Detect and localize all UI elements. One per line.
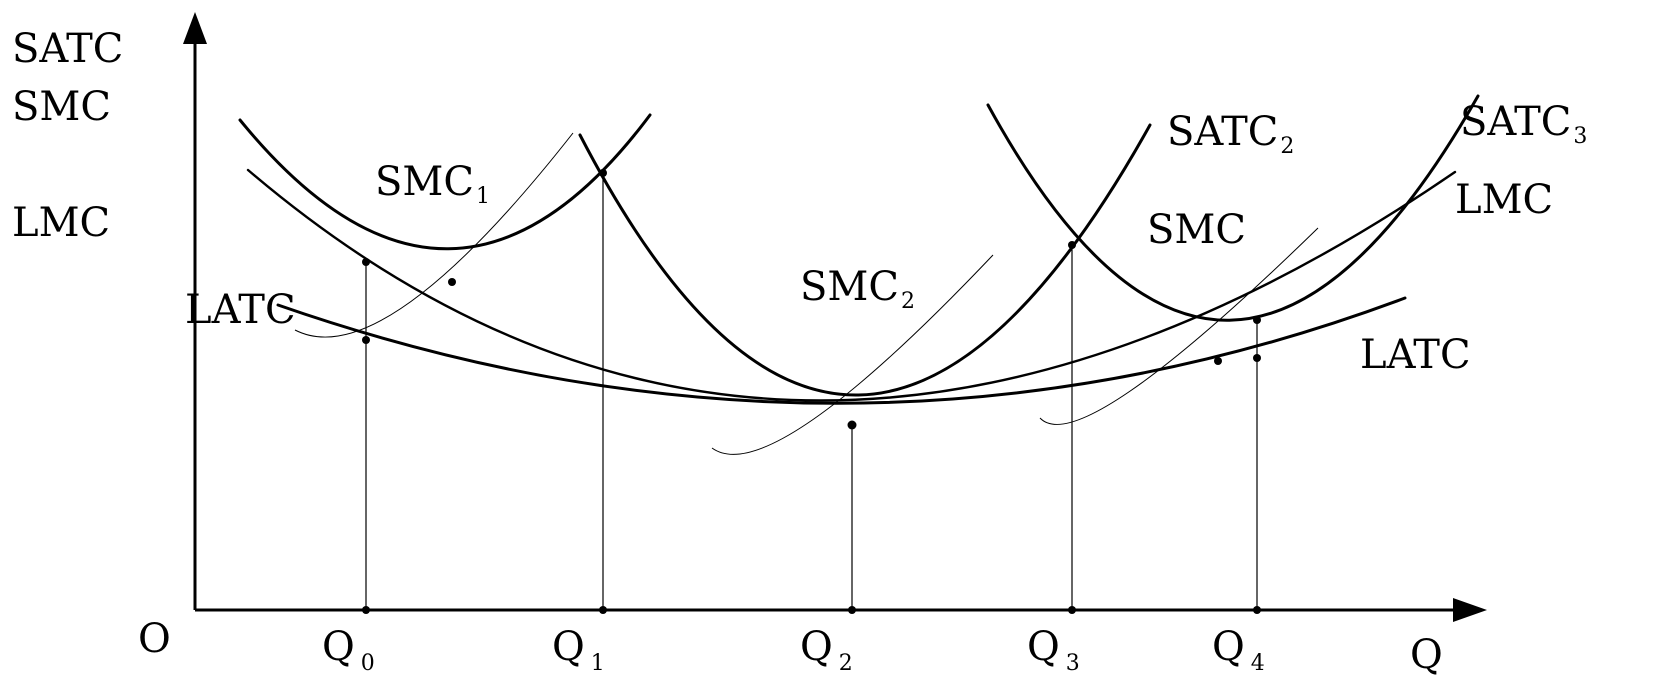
- point-satc1-satc2-q1: [599, 169, 607, 177]
- x-axis-arrow: [1453, 598, 1487, 622]
- smc1-curve: [294, 132, 574, 338]
- smc3-curve: [1039, 227, 1319, 425]
- latc-right-label: LATC: [1360, 332, 1471, 378]
- point-satc2-satc3-q3: [1068, 241, 1076, 249]
- lmc-curve: [246, 168, 1457, 402]
- smc2-label: SMC2: [800, 264, 915, 314]
- point-satc1-latc-q0: [362, 258, 370, 266]
- satc3-label: SATC3: [1460, 99, 1587, 149]
- point-satc3-minimum: [1214, 357, 1222, 365]
- point-satc1-minimum: [448, 278, 456, 286]
- smc3-label: SMC: [1147, 207, 1246, 253]
- y-axis-label-smc: SMC: [12, 84, 111, 130]
- x-tick-q2: [848, 606, 856, 614]
- satc2-label: SATC2: [1167, 109, 1294, 159]
- origin-label: O: [138, 616, 171, 662]
- satc1-curve: [238, 113, 652, 251]
- latc-curve: [276, 296, 1407, 405]
- x-tick-q1: [599, 606, 607, 614]
- latc-left-label: LATC: [185, 287, 296, 333]
- point-smc1-latc-q0: [362, 336, 370, 344]
- point-smc3-q4: [1253, 316, 1261, 324]
- y-axis-arrow: [183, 12, 207, 44]
- smc2-curve: [711, 254, 994, 455]
- satc2-curve: [578, 123, 1152, 397]
- point-latc-q4: [1253, 354, 1261, 362]
- satc3-curve: [986, 94, 1480, 322]
- y-axis-label-lmc: LMC: [12, 200, 110, 246]
- lmc-label: LMC: [1455, 177, 1553, 223]
- x-tick-q4: [1253, 606, 1261, 614]
- x-tick-q0: [362, 606, 370, 614]
- x-axis-label: Q: [1410, 632, 1443, 678]
- smc1-label: SMC1: [375, 159, 490, 209]
- x-tick-q3: [1068, 606, 1076, 614]
- y-axis-label-satc: SATC: [12, 26, 123, 72]
- point-tangency-q2: [847, 420, 857, 430]
